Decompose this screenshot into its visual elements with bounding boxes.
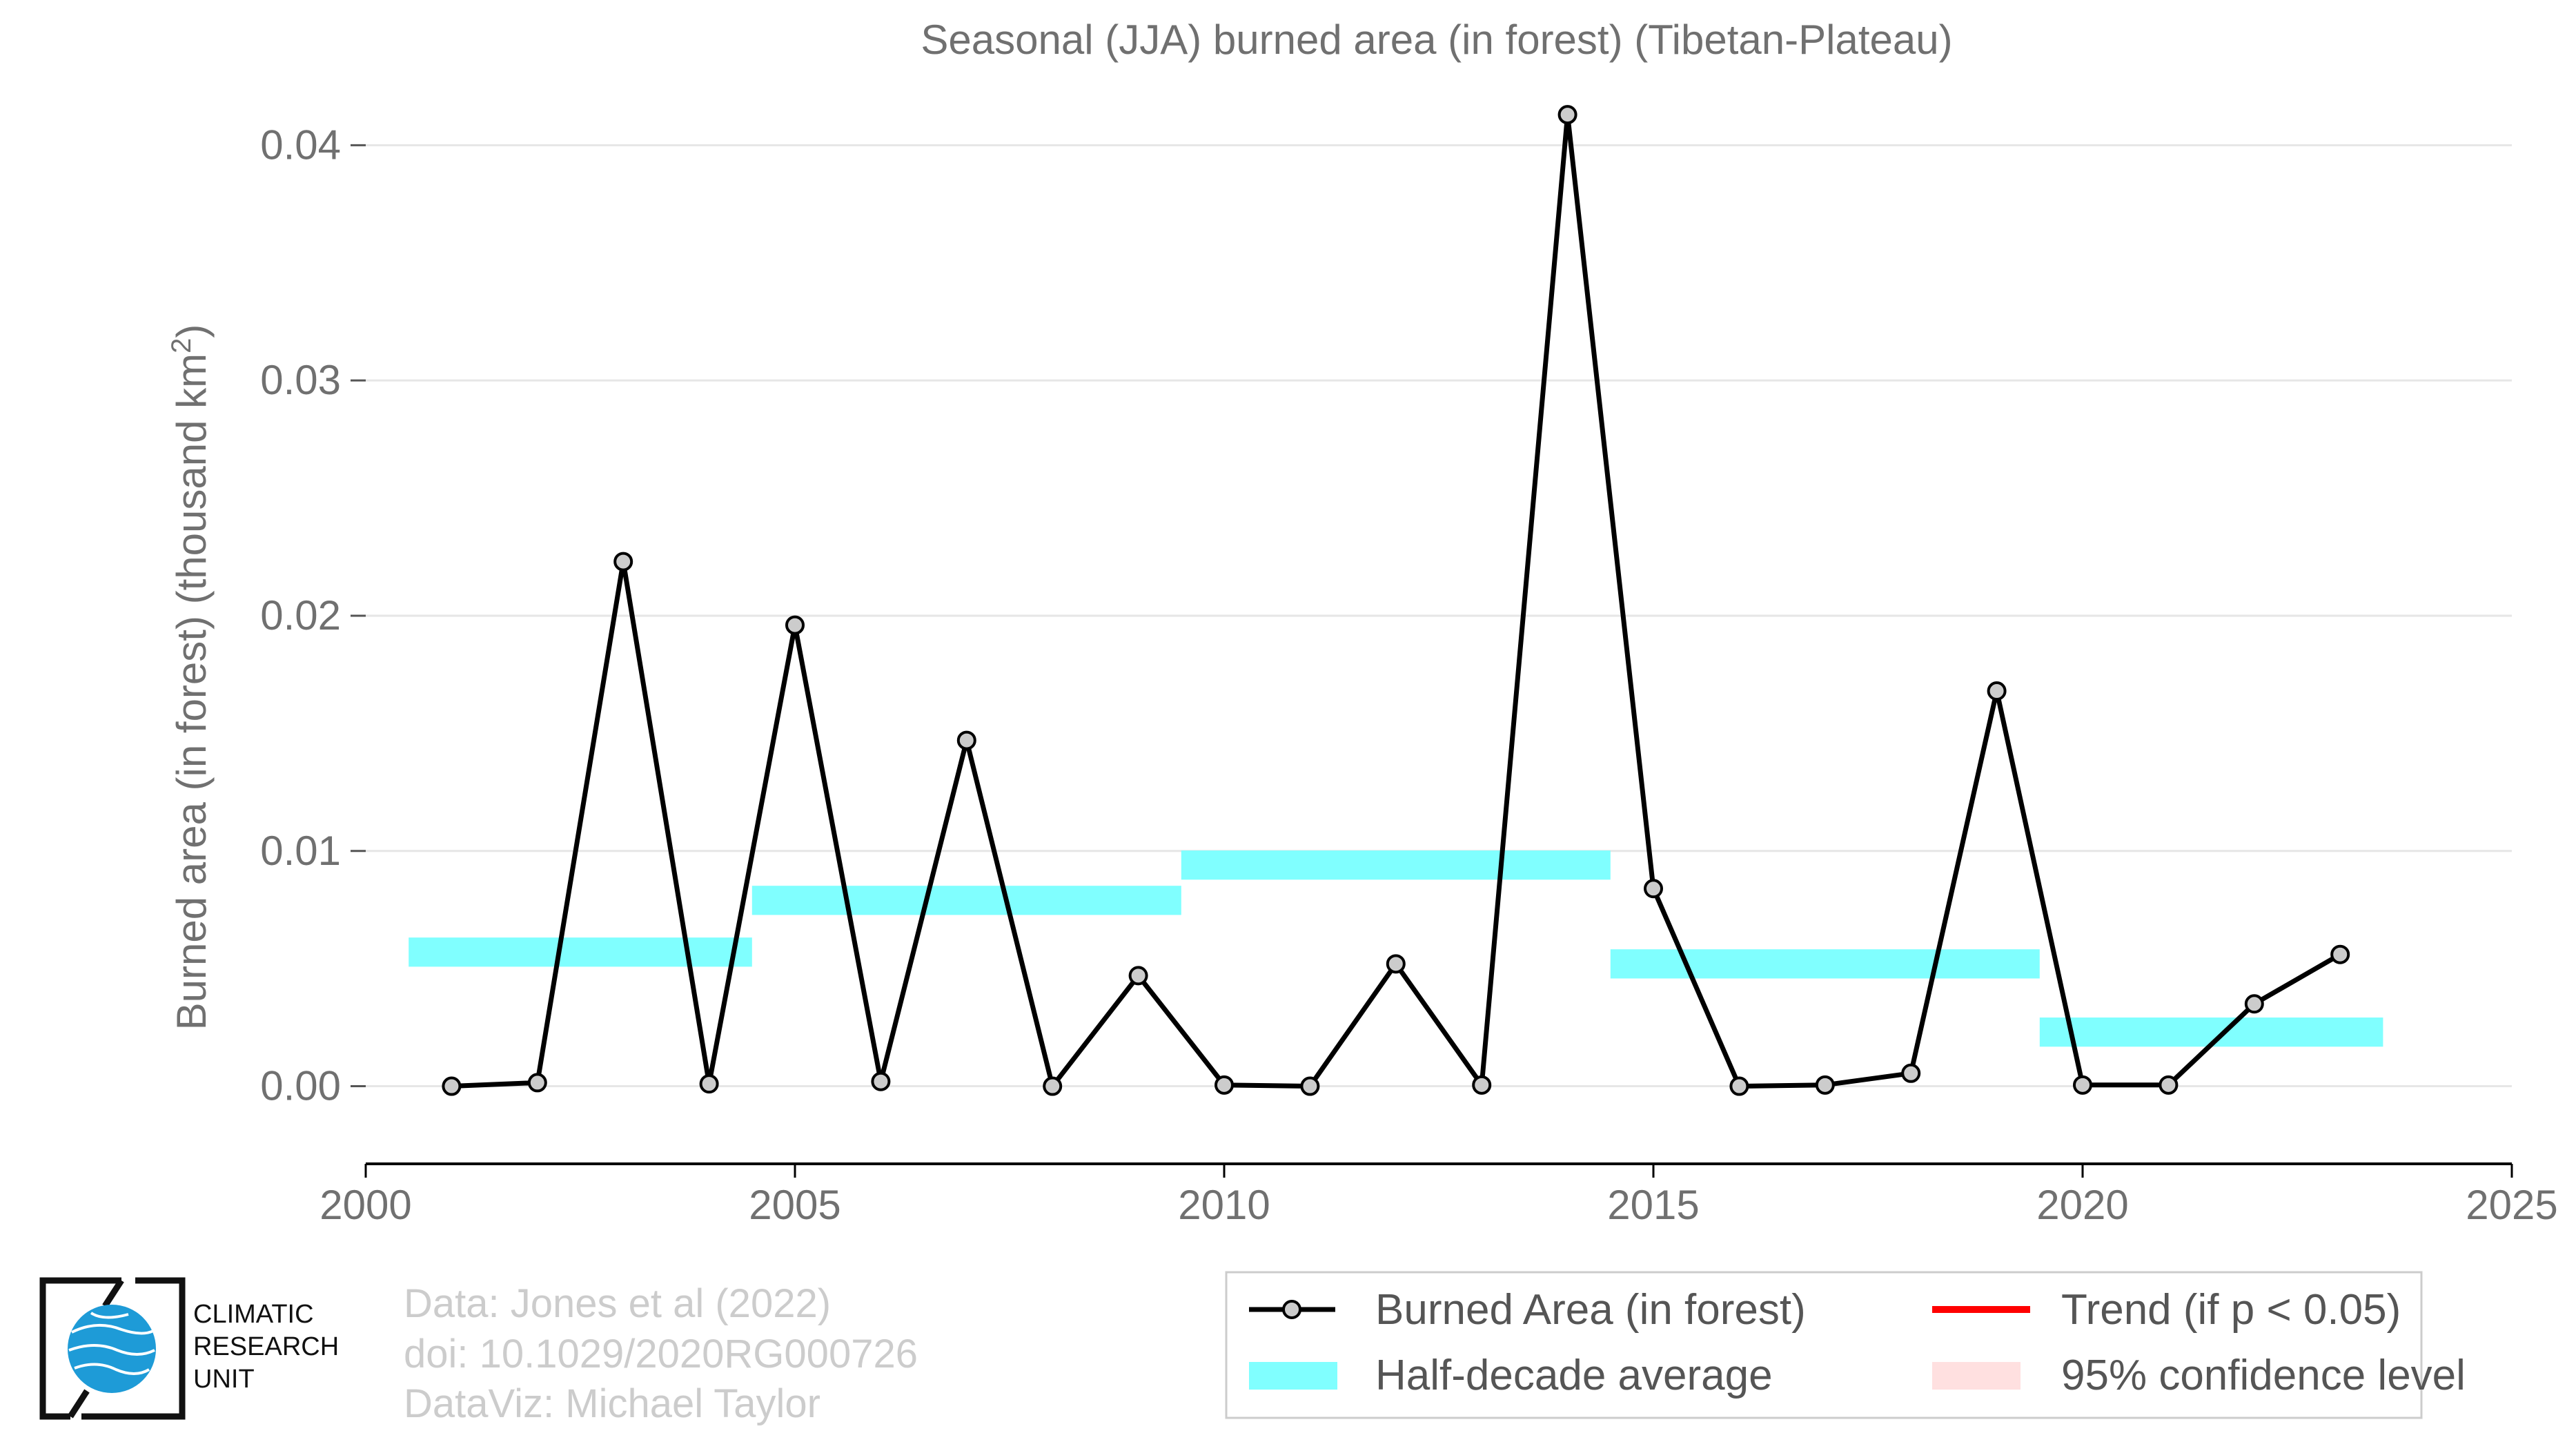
series-line [451, 112, 2341, 1089]
logo-bracket-right [81, 1277, 186, 1420]
data-point [613, 552, 633, 572]
credit-dataviz: DataViz: Michael Taylor [404, 1381, 820, 1426]
y-axis-label-main: Burned area (in forest) (thousand km [168, 353, 215, 1030]
data-point [2244, 994, 2264, 1014]
credits: Data: Jones et al (2022) doi: 10.1029/20… [404, 1281, 918, 1426]
data-point [2330, 944, 2350, 964]
data-point [1043, 1076, 1063, 1096]
data-point [1215, 1075, 1234, 1095]
legend-box [1225, 1271, 2423, 1419]
legend: Burned Area (in forest) Trend (if p < 0.… [1225, 1271, 2466, 1419]
data-point [956, 730, 976, 750]
legend-burned-area-marker [1282, 1300, 1301, 1319]
y-tick-label: 0.01 [260, 828, 341, 874]
data-point [1729, 1076, 1749, 1096]
y-tick-label: 0.03 [260, 357, 341, 403]
data-point [527, 1073, 547, 1093]
data-point [1300, 1076, 1320, 1096]
legend-trend-label: Trend (if p < 0.05) [2061, 1286, 2401, 1334]
x-tick-label: 2005 [749, 1182, 840, 1228]
x-tick-label: 2010 [1178, 1182, 1270, 1228]
logo-text-climatic: CLIMATIC [193, 1300, 314, 1329]
half-decade-bar [1610, 949, 2040, 979]
half-decade-bar [1181, 850, 1611, 880]
data-point [1644, 879, 1663, 899]
x-tick-label: 2000 [319, 1182, 411, 1228]
cru-logo: CLIMATIC RESEARCH UNIT [39, 1277, 339, 1420]
logo-slash-top [102, 1278, 124, 1308]
data-point [1987, 681, 2007, 701]
credit-data-source: Data: Jones et al (2022) [404, 1281, 831, 1326]
data-point [871, 1071, 891, 1091]
y-axis-ticks: 0.00 0.01 0.02 0.03 0.04 [260, 121, 366, 1109]
globe-icon [68, 1305, 156, 1393]
series-burned-area [442, 105, 2350, 1096]
half-decade-bar [409, 937, 752, 967]
y-axis-label-tail: ) [168, 324, 215, 338]
half-decade-bar [751, 886, 1181, 915]
data-point [442, 1076, 462, 1096]
data-point [1815, 1075, 1835, 1095]
y-tick-label: 0.00 [260, 1063, 341, 1109]
legend-confidence-swatch [1932, 1362, 2021, 1390]
data-point [1386, 954, 1406, 974]
chart-title: Seasonal (JJA) burned area (in forest) (… [921, 17, 1952, 63]
y-tick-label: 0.04 [260, 121, 341, 168]
data-point [2159, 1075, 2179, 1095]
data-point [699, 1074, 719, 1094]
legend-confidence-label: 95% confidence level [2061, 1352, 2466, 1399]
logo-bracket-left [39, 1277, 121, 1420]
logo-text-research: RESEARCH [193, 1332, 339, 1361]
x-tick-label: 2025 [2466, 1182, 2557, 1228]
data-point [2073, 1075, 2092, 1095]
legend-half-decade-label: Half-decade average [1375, 1352, 1773, 1399]
credit-doi: doi: 10.1029/2020RG000726 [404, 1332, 918, 1376]
data-point [1128, 966, 1148, 986]
x-tick-label: 2015 [1607, 1182, 1699, 1228]
x-tick-label: 2020 [2036, 1182, 2128, 1228]
data-point [1901, 1063, 1921, 1083]
logo-text-unit: UNIT [193, 1365, 255, 1394]
legend-burned-area-label: Burned Area (in forest) [1375, 1286, 1806, 1334]
data-point [785, 615, 805, 635]
y-axis-label-sup: 2 [166, 338, 197, 353]
legend-half-decade-swatch [1249, 1362, 1337, 1390]
data-point [1472, 1075, 1492, 1095]
y-tick-label: 0.02 [260, 592, 341, 639]
y-axis-label: Burned area (in forest) (thousand km2) [166, 324, 215, 1031]
half-decade-average-bars [409, 850, 2383, 1047]
logo-slash-bottom [68, 1389, 90, 1419]
x-axis-ticks: 2000 2005 2010 2015 2020 2025 [319, 1164, 2558, 1228]
data-point [1557, 105, 1577, 125]
